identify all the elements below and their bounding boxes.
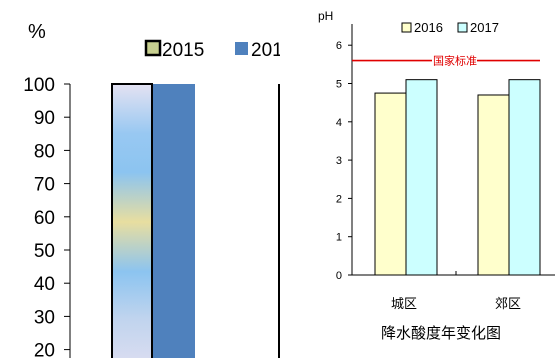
left-y-tick-label-80: 80 <box>34 141 55 162</box>
right-bars <box>374 79 541 276</box>
right-legend-swatch-2017 <box>457 22 468 33</box>
left-legend-swatch-2015 <box>144 39 162 57</box>
right-y-tick-label-5: 5 <box>336 79 342 91</box>
left-y-tick-label-90: 90 <box>34 108 55 129</box>
right-y-tick-label-2: 2 <box>336 193 342 205</box>
right-bar-2017-1 <box>508 79 541 276</box>
right-legend-swatch-2016 <box>401 22 412 33</box>
right-chart: pH 2016 2017 0 1 2 3 4 5 6 国家标准 城区 郊区 降水酸度年变化图 <box>280 0 555 358</box>
right-category-label-0: 城区 <box>391 297 417 312</box>
right-legend: 2016 2017 <box>401 20 499 35</box>
right-legend-label-2016: 2016 <box>414 20 443 35</box>
right-category-label-1: 郊区 <box>495 296 521 312</box>
left-y-tick-label-60: 60 <box>34 208 55 229</box>
left-legend: 2015 201 <box>144 39 283 61</box>
left-y-tick-label-40: 40 <box>34 274 55 295</box>
left-legend-swatch-2016 <box>235 42 248 55</box>
left-bar-2016-0 <box>153 84 195 358</box>
left-legend-label-2016: 201 <box>251 40 283 61</box>
right-chart-title: 降水酸度年变化图 <box>381 325 501 342</box>
left-bar-2015-0 <box>111 83 153 358</box>
right-y-tick-label-6: 6 <box>336 40 342 52</box>
right-bar-2016-0 <box>374 92 407 276</box>
left-legend-label-2015: 2015 <box>162 40 204 61</box>
left-y-tick-label-30: 30 <box>34 307 55 328</box>
right-bar-2017-0 <box>405 79 438 276</box>
right-y-axis-title: pH <box>318 9 333 23</box>
left-unit-label: % <box>28 21 46 43</box>
right-legend-label-2017: 2017 <box>470 20 499 35</box>
right-y-tick-label-0: 0 <box>336 270 342 282</box>
left-y-axis: 100 90 80 70 60 50 40 30 20 <box>23 75 71 358</box>
reference-line-label: 国家标准 <box>433 54 477 68</box>
right-y-tick-label-3: 3 <box>336 155 342 167</box>
right-reference: 国家标准 <box>352 54 540 68</box>
left-bars <box>111 83 282 358</box>
left-y-tick-label-100: 100 <box>23 75 55 96</box>
left-y-tick-label-50: 50 <box>34 241 55 262</box>
left-y-tick-label-20: 20 <box>34 341 55 358</box>
left-chart: % 2015 201 100 90 80 70 60 50 40 30 20 <box>23 21 283 358</box>
right-bar-2016-1 <box>477 94 510 276</box>
left-y-tick-label-70: 70 <box>34 175 55 196</box>
right-y-tick-label-4: 4 <box>336 117 342 129</box>
right-y-tick-label-1: 1 <box>336 232 342 244</box>
